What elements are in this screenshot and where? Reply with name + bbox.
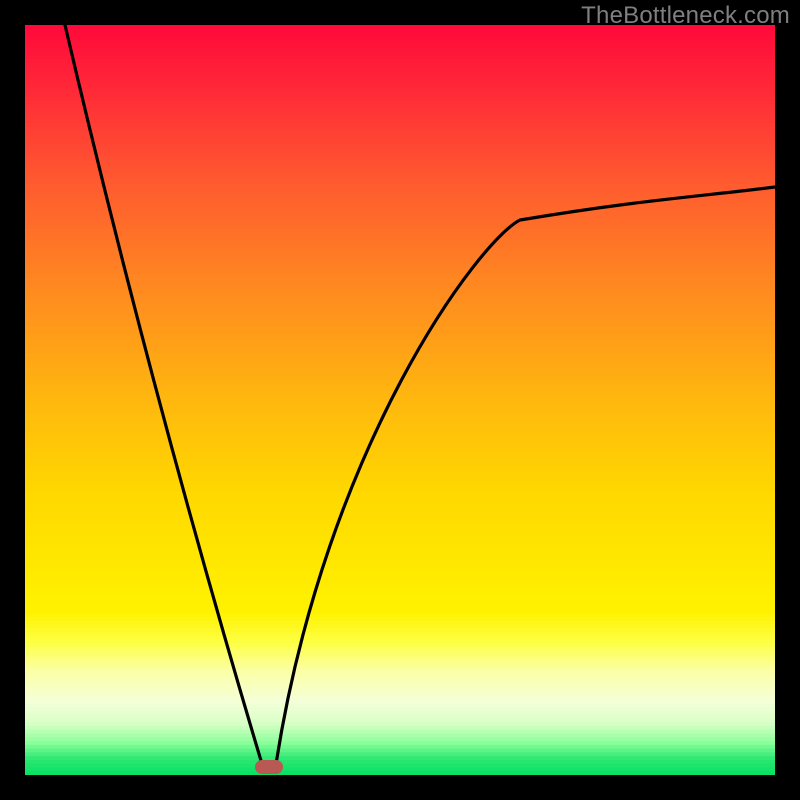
gradient-bg — [25, 25, 775, 780]
watermark-text: TheBottleneck.com — [581, 2, 790, 30]
min-marker — [255, 760, 283, 774]
chart-root: TheBottleneck.com — [0, 0, 800, 800]
chart-svg — [0, 0, 800, 800]
